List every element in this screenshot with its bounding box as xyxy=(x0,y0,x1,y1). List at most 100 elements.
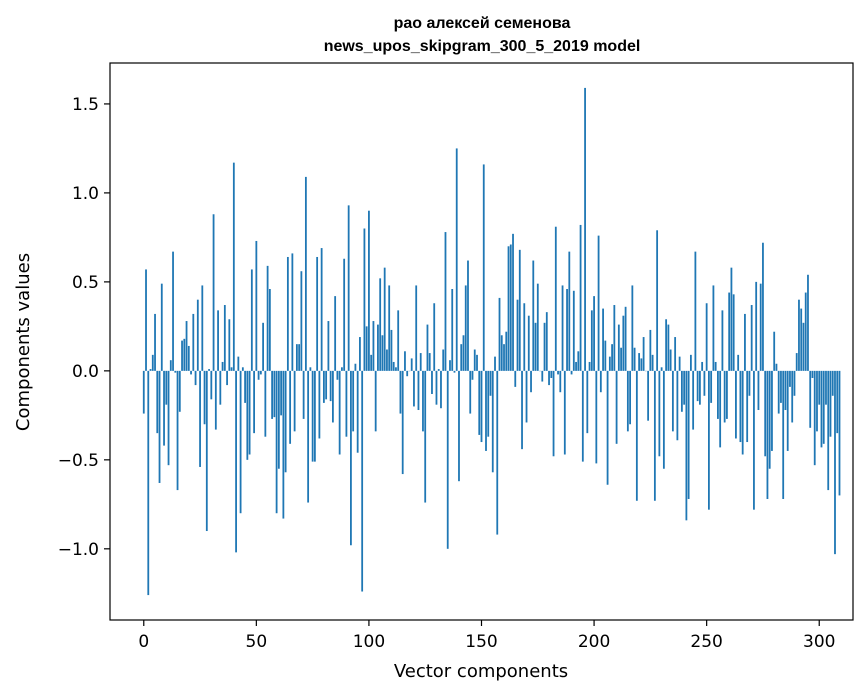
bar-306 xyxy=(831,370,834,396)
bar-215 xyxy=(626,370,629,432)
bar-29 xyxy=(208,369,210,371)
bar-114 xyxy=(399,370,402,414)
bar-76 xyxy=(313,370,316,462)
bar-66 xyxy=(291,253,294,371)
bar-178 xyxy=(543,322,546,371)
bar-4 xyxy=(151,354,154,371)
bar-180 xyxy=(548,370,550,386)
bar-140 xyxy=(458,370,460,482)
bar-190 xyxy=(570,370,573,375)
bar-127 xyxy=(428,353,431,371)
bar-206 xyxy=(606,370,609,485)
bar-201 xyxy=(595,370,598,464)
bar-276 xyxy=(764,370,767,457)
bar-238 xyxy=(678,356,681,371)
bar-171 xyxy=(527,315,530,371)
bar-228 xyxy=(656,230,659,371)
bar-128 xyxy=(431,370,433,394)
bar-166 xyxy=(516,299,519,371)
bar-93 xyxy=(352,370,355,432)
bar-265 xyxy=(739,370,742,443)
x-axis-label: Vector components xyxy=(394,661,568,682)
bar-225 xyxy=(649,329,652,371)
bar-285 xyxy=(784,370,787,411)
bar-235 xyxy=(671,370,674,432)
bar-233 xyxy=(667,324,670,371)
bar-267 xyxy=(744,313,746,371)
bar-106 xyxy=(381,335,384,371)
x-tick-label: 300 xyxy=(803,632,835,652)
bar-293 xyxy=(802,322,805,371)
bar-308 xyxy=(836,370,839,434)
bar-117 xyxy=(406,370,409,377)
bar-256 xyxy=(719,370,722,448)
bar-185 xyxy=(559,370,562,393)
bar-44 xyxy=(241,367,244,371)
bar-37 xyxy=(226,370,228,386)
bar-88 xyxy=(341,367,343,371)
bar-198 xyxy=(588,361,591,371)
plot-frame xyxy=(109,62,854,621)
bar-248 xyxy=(701,361,704,371)
bar-122 xyxy=(417,370,420,411)
bar-251 xyxy=(708,370,710,510)
bar-36 xyxy=(223,305,226,371)
bar-163 xyxy=(509,244,512,371)
bar-82 xyxy=(327,321,330,371)
bar-278 xyxy=(768,370,771,469)
bar-172 xyxy=(530,370,532,393)
bar-26 xyxy=(201,285,204,371)
bar-94 xyxy=(354,363,357,371)
bar-234 xyxy=(669,349,672,371)
bar-104 xyxy=(377,324,379,371)
bar-169 xyxy=(523,303,526,371)
bar-157 xyxy=(496,370,499,535)
bar-187 xyxy=(563,370,566,455)
bar-9 xyxy=(163,370,165,446)
bar-208 xyxy=(611,344,613,371)
bar-58 xyxy=(273,370,276,418)
bar-181 xyxy=(550,370,553,378)
bar-53 xyxy=(262,322,264,371)
bar-174 xyxy=(534,322,537,371)
bar-102 xyxy=(372,321,375,371)
bar-38 xyxy=(228,319,231,371)
bar-103 xyxy=(374,370,377,432)
bar-131 xyxy=(437,369,440,371)
bar-297 xyxy=(811,370,814,378)
bar-211 xyxy=(617,324,620,371)
bar-188 xyxy=(566,289,568,371)
bar-22 xyxy=(192,313,195,371)
bar-245 xyxy=(694,251,697,371)
bar-284 xyxy=(782,370,785,499)
bar-232 xyxy=(665,319,668,371)
bar-54 xyxy=(264,370,267,437)
bar-298 xyxy=(813,370,816,466)
bar-10 xyxy=(165,370,168,405)
bar-50 xyxy=(255,240,258,371)
bar-229 xyxy=(658,370,661,457)
bar-152 xyxy=(485,370,487,451)
bar-168 xyxy=(521,370,523,450)
bar-59 xyxy=(275,370,278,514)
bar-107 xyxy=(383,267,386,371)
bar-258 xyxy=(723,370,726,423)
y-tick-label: 0.0 xyxy=(72,362,99,382)
bar-120 xyxy=(413,370,415,407)
bar-175 xyxy=(536,283,539,371)
bar-269 xyxy=(748,370,751,396)
bar-195 xyxy=(581,370,584,462)
bar-14 xyxy=(174,370,177,373)
bar-273 xyxy=(757,370,760,411)
bar-78 xyxy=(318,370,321,439)
bar-30 xyxy=(210,370,213,400)
bar-236 xyxy=(674,337,677,371)
bar-147 xyxy=(473,349,476,371)
x-tick-label: 100 xyxy=(353,632,385,652)
bar-149 xyxy=(478,370,481,435)
bar-170 xyxy=(525,370,528,423)
bar-309 xyxy=(838,370,841,496)
bar-182 xyxy=(552,370,555,457)
bar-57 xyxy=(271,370,274,419)
bar-95 xyxy=(356,370,359,453)
